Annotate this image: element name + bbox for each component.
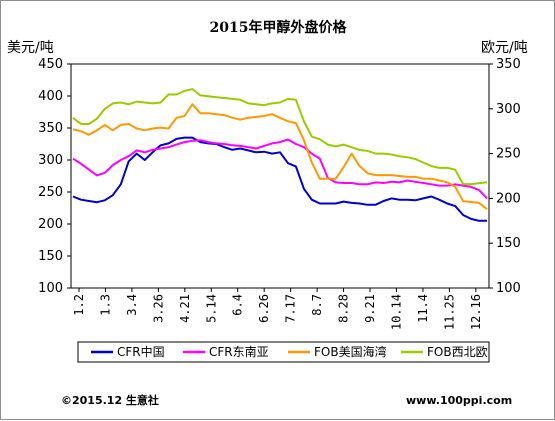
right-tick-label: 250 xyxy=(496,147,521,162)
series-lines xyxy=(72,88,488,222)
x-tick-label: 6.26 xyxy=(257,294,271,323)
right-axis-unit: 欧元/吨 xyxy=(481,40,528,56)
plot-border xyxy=(70,63,490,289)
left-axis-ticks: 100 150 200 250 300 350 400 450 xyxy=(38,57,71,296)
footer-copyright: ©2015.12 生意社 xyxy=(61,393,159,407)
left-tick-label: 350 xyxy=(38,121,63,136)
legend-label: FOB美国海湾 xyxy=(314,344,387,359)
x-tick-label: 5.14 xyxy=(204,294,218,323)
right-tick-label: 100 xyxy=(496,281,521,296)
footer-url: www.100ppi.com xyxy=(406,394,512,407)
x-tick-label: 12.16 xyxy=(469,294,483,330)
legend-label: CFR中国 xyxy=(117,344,165,359)
x-tick-label: 6.4 xyxy=(231,294,245,316)
right-axis-ticks: 100 150 200 250 300 350 xyxy=(489,57,521,296)
x-tick-label: 7.17 xyxy=(284,294,298,323)
x-tick-label: 4.21 xyxy=(178,294,192,323)
left-tick-label: 300 xyxy=(38,153,63,168)
right-tick-label: 150 xyxy=(496,236,521,251)
x-tick-label: 3.4 xyxy=(125,294,139,316)
x-tick-label: 11.4 xyxy=(416,294,430,323)
x-tick-label: 1.3 xyxy=(98,294,112,316)
series-line-1 xyxy=(72,136,487,222)
right-tick-label: 200 xyxy=(496,191,521,206)
series-line-4 xyxy=(72,88,488,186)
x-tick-label: 8.7 xyxy=(310,294,324,316)
right-tick-label: 300 xyxy=(496,102,521,117)
x-axis-ticks: 1.2 1.3 3.4 3.26 4.21 5.14 6.4 6.26 7.17 8.7 8.28 9… xyxy=(72,288,483,330)
left-tick-label: 100 xyxy=(38,281,63,296)
left-tick-label: 250 xyxy=(38,185,63,200)
right-tick-label: 350 xyxy=(496,57,521,72)
legend-label: FOB西北欧 xyxy=(427,345,488,359)
series-line-2 xyxy=(72,138,488,200)
legend-box xyxy=(77,341,490,363)
x-tick-label: 8.28 xyxy=(337,294,351,323)
legend: CFR中国 CFR东南亚 FOB美国海湾 FOB西北欧 xyxy=(77,341,490,363)
left-tick-label: 200 xyxy=(38,217,63,232)
left-tick-label: 450 xyxy=(38,57,63,72)
legend-label: CFR东南亚 xyxy=(209,344,269,359)
x-tick-label: 10.14 xyxy=(389,294,403,330)
x-tick-label: 1.2 xyxy=(72,294,86,316)
left-axis-unit: 美元/吨 xyxy=(7,40,54,56)
chart-title: 2015年甲醇外盘价格 xyxy=(210,19,348,36)
x-tick-label: 3.26 xyxy=(151,294,165,323)
x-tick-label: 9.21 xyxy=(363,294,377,323)
left-tick-label: 150 xyxy=(38,249,63,264)
x-tick-label: 11.25 xyxy=(442,294,456,330)
left-tick-label: 400 xyxy=(38,89,63,104)
plot-area xyxy=(70,63,490,289)
series-line-3 xyxy=(72,103,488,210)
